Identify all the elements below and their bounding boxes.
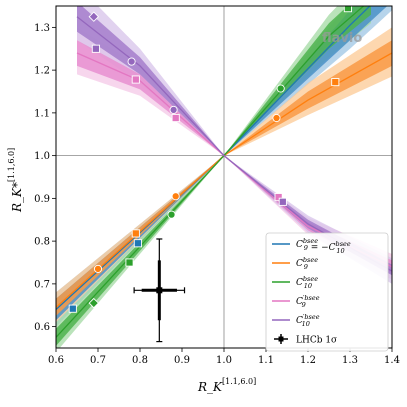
- legend-label-1: Cbsee 9: [296, 256, 318, 271]
- marker-series-2-3: [276, 84, 285, 93]
- legend-2-a-sup: bsee: [303, 275, 318, 283]
- legend-0-a-sub: 9: [304, 244, 308, 252]
- x-tick-label-3: 0.9: [174, 355, 190, 366]
- legend-label-0: Cbsee 9 = −Cbsee 10: [296, 237, 351, 255]
- marker-series-4-2: [127, 57, 136, 66]
- marker-series-2-4: [343, 6, 352, 13]
- measurement-point: [156, 287, 163, 294]
- band-1sigma-series-3: [77, 40, 392, 274]
- marker-series-1-1: [131, 229, 140, 238]
- legend-0-tail: = −: [308, 243, 329, 253]
- marker-series-1-4: [331, 78, 340, 87]
- legend-1-a-main: C: [296, 259, 303, 269]
- marker-series-0-1: [133, 239, 142, 248]
- legend-label-4: C′bsee 10: [296, 313, 320, 328]
- y-axis-ticks: 0.6 0.7 0.8 0.9 1.0 1.1 1.2 1.3: [34, 23, 56, 333]
- x-tick-label-7: 1.3: [342, 355, 358, 366]
- x-tick-label-0: 0.6: [48, 355, 64, 366]
- marker-series-4-0: [88, 11, 100, 22]
- marker-series-3-1: [171, 113, 180, 123]
- marker-series-1-0: [93, 264, 103, 273]
- marker-series-3-0: [131, 75, 140, 84]
- marker-series-4-1: [91, 44, 100, 53]
- x-tick-label-8: 1.4: [384, 355, 400, 366]
- x-axis-ticks: 0.6 0.7 0.8 0.9 1.0 1.1 1.2 1.3 1.4: [48, 348, 400, 366]
- y-tick-label-0: 0.6: [34, 322, 50, 333]
- legend-1-a-sub: 9: [304, 263, 308, 271]
- marker-series-4-3: [169, 105, 178, 114]
- x-axis-label: R_K[1.1,6.0]: [197, 377, 256, 394]
- x-tick-label-5: 1.1: [258, 355, 274, 366]
- legend-label-3: C′bsee 9: [296, 294, 320, 309]
- band-2sigma-series-4: [77, 6, 392, 284]
- legend-label-measurement: LHCb 1σ: [296, 336, 337, 346]
- legend-0-b-main: C: [329, 243, 336, 253]
- watermark: flavio: [322, 31, 362, 46]
- band-1sigma-series-1: [56, 40, 392, 316]
- legend-3-a-sup: ′bsee: [303, 294, 320, 302]
- marker-series-2-0: [88, 297, 100, 309]
- marker-series-2-1: [125, 258, 134, 267]
- y-tick-label-4: 1.0: [34, 151, 50, 162]
- legend-3-a-sub: 9: [302, 301, 306, 309]
- marker-series-3-2: [274, 193, 283, 202]
- y-tick-label-5: 1.1: [34, 108, 50, 119]
- marker-series-0-0: [68, 304, 77, 313]
- legend-4-a-sup: ′bsee: [303, 313, 320, 321]
- y-tick-label-6: 1.2: [34, 66, 50, 77]
- series-line-0: [56, 6, 371, 310]
- legend-1-a-sup: bsee: [303, 256, 318, 264]
- legend-4-a-main: C: [296, 316, 303, 326]
- y-tick-label-1: 0.7: [34, 279, 50, 290]
- marker-series-4-4: [278, 197, 287, 206]
- y-tick-label-2: 0.8: [34, 237, 50, 248]
- legend-0-b-sup: bsee: [336, 240, 351, 248]
- legend-label-2: Cbsee 10: [296, 275, 318, 290]
- x-tick-label-2: 0.8: [132, 355, 148, 366]
- legend-box: [265, 232, 389, 352]
- x-tick-label-6: 1.2: [300, 355, 316, 366]
- series-line-1: [56, 52, 392, 308]
- marker-series-1-3: [272, 113, 281, 123]
- legend-0-a-sup: bsee: [303, 237, 318, 245]
- x-tick-label-4: 1.0: [216, 355, 232, 366]
- y-axis-label: R_K*[1.1,6.0]: [7, 148, 24, 213]
- legend-2-a-sub: 10: [304, 282, 312, 290]
- legend-0-a-main: C: [296, 240, 303, 250]
- x-tick-label-1: 0.7: [90, 355, 106, 366]
- marker-series-1-2: [171, 192, 180, 201]
- legend-measure-point: [278, 336, 284, 342]
- series-markers: [68, 6, 352, 313]
- legend-2-a-main: C: [296, 278, 303, 288]
- lhcb-measurement: [133, 238, 186, 343]
- band-1sigma-series-2: [56, 6, 371, 346]
- legend-0-b-sub: 10: [336, 247, 344, 255]
- band-2sigma-series-0: [56, 6, 392, 327]
- marker-series-2-2: [167, 210, 176, 219]
- y-tick-label-3: 0.9: [34, 194, 50, 205]
- y-tick-label-7: 1.3: [34, 23, 50, 34]
- legend-3-a-main: C: [296, 297, 303, 307]
- legend-4-a-sub: 10: [302, 320, 310, 328]
